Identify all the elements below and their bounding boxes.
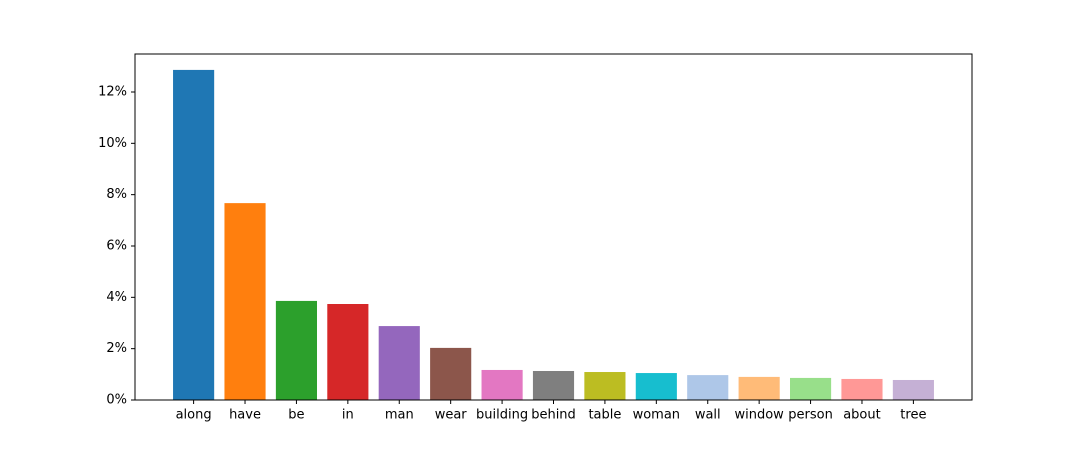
- bar: [378, 326, 420, 400]
- y-tick-label: 6%: [106, 238, 127, 253]
- x-tick-label: table: [588, 408, 621, 423]
- bar: [430, 347, 472, 400]
- x-tick-label: window: [734, 408, 784, 423]
- bar: [635, 373, 677, 400]
- bar: [275, 300, 318, 400]
- y-tick-label: 12%: [98, 84, 127, 99]
- x-tick-label: wear: [435, 408, 468, 423]
- x-tick-label: have: [229, 408, 261, 423]
- x-tick-label: about: [843, 408, 881, 423]
- bar: [892, 379, 934, 400]
- bar: [738, 376, 780, 400]
- x-tick-label: be: [288, 408, 304, 423]
- bar: [532, 370, 575, 400]
- x-tick-label: man: [385, 408, 414, 423]
- x-tick-label: woman: [633, 408, 680, 423]
- bar: [789, 377, 832, 400]
- bar: [841, 378, 883, 400]
- y-tick-label: 4%: [106, 290, 127, 305]
- bar: [687, 375, 729, 400]
- plot-frame: [134, 53, 973, 401]
- x-tick-label: tree: [900, 408, 926, 423]
- x-tick-label: along: [176, 408, 212, 423]
- y-tick-label: 8%: [106, 187, 127, 202]
- bar: [481, 369, 523, 400]
- x-tick-label: wall: [695, 408, 721, 423]
- y-tick-label: 10%: [98, 136, 127, 151]
- x-tick-label: behind: [531, 408, 576, 423]
- bar: [327, 304, 369, 400]
- x-tick-label: in: [342, 408, 354, 423]
- bar: [584, 372, 626, 400]
- x-tick-label: person: [788, 408, 833, 423]
- bar: [224, 203, 266, 400]
- x-tick-label: building: [476, 408, 528, 423]
- y-tick-label: 0%: [106, 393, 127, 408]
- y-tick-label: 2%: [106, 341, 127, 356]
- bar: [173, 69, 215, 401]
